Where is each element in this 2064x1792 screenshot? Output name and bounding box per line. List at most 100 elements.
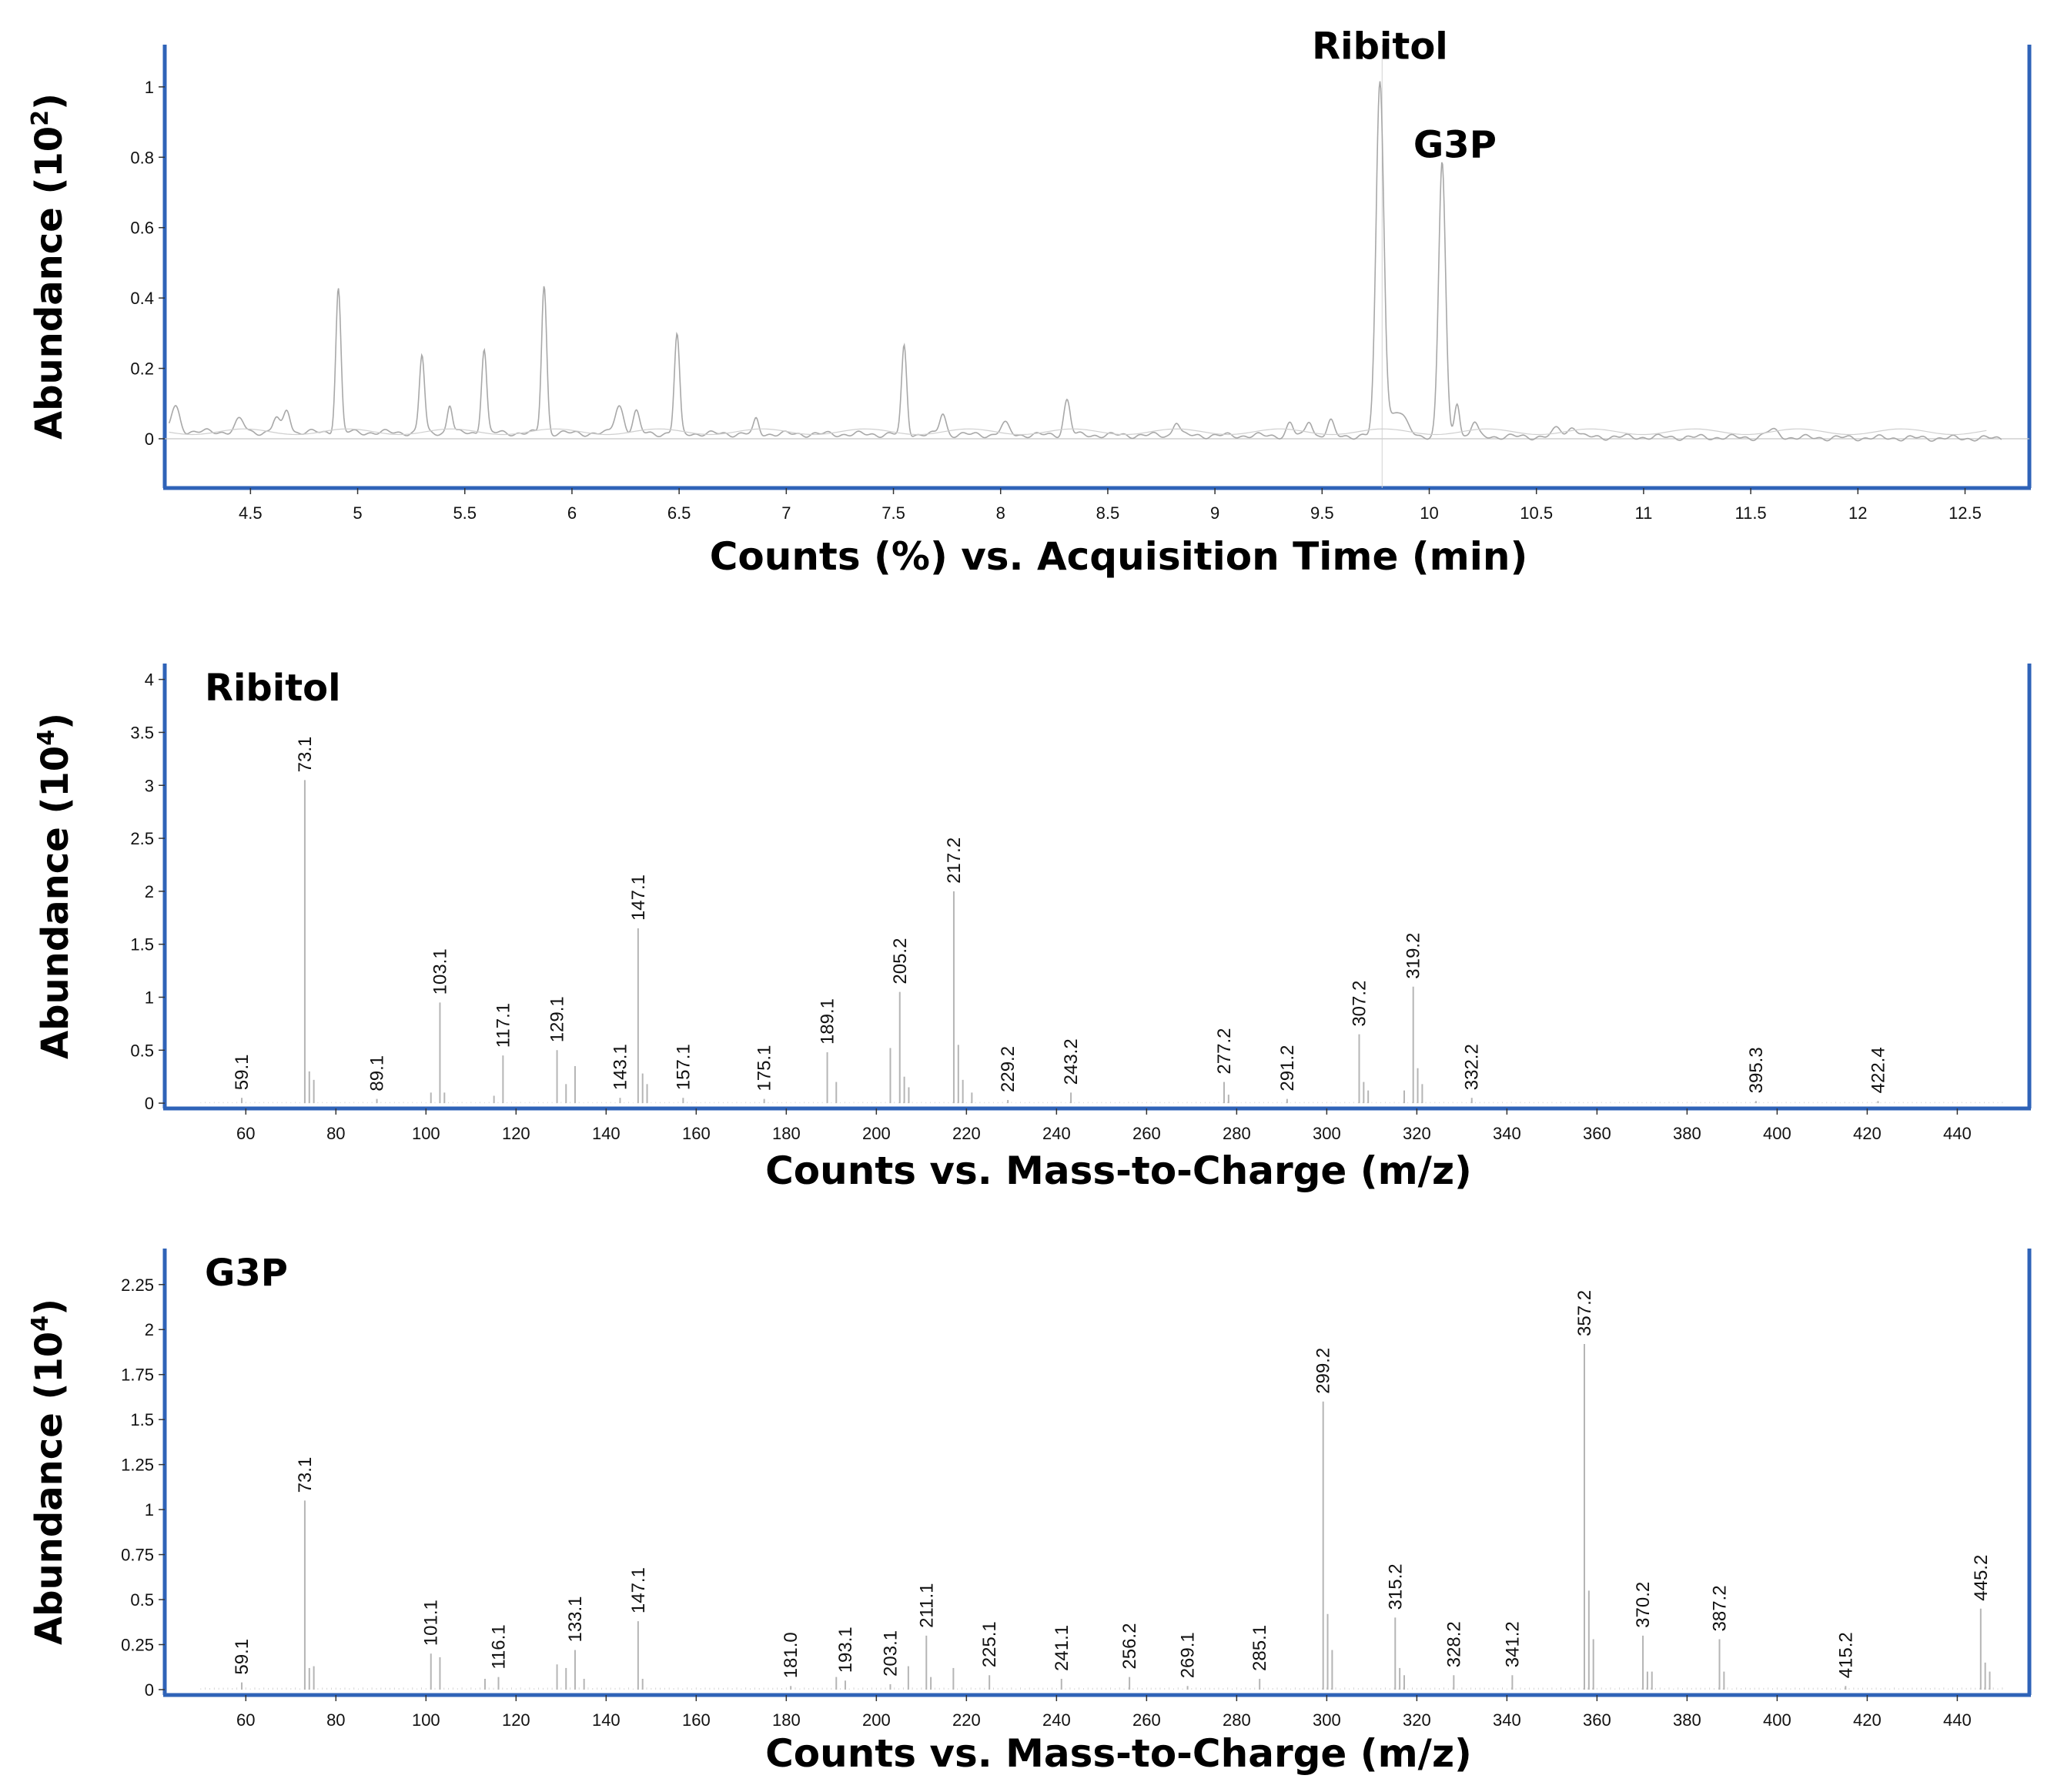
- x-tick-label: 320: [1403, 1710, 1431, 1730]
- peak-label: 193.1: [835, 1627, 856, 1673]
- y-tick-label: 0.5: [130, 1590, 154, 1610]
- panel-title: Ribitol: [205, 667, 341, 710]
- x-axis-title: Counts (%) vs. Acquisition Time (min): [710, 534, 1528, 579]
- peak-label: 129.1: [547, 996, 568, 1042]
- y-axis-title: Abundance (102): [27, 93, 71, 440]
- peak-label: 117.1: [493, 1003, 513, 1048]
- y-axis-title-main: Abundance (10: [34, 746, 77, 1059]
- peak-label: 395.3: [1746, 1047, 1767, 1093]
- y-tick-label: 0: [145, 430, 154, 449]
- x-tick-label: 240: [1042, 1124, 1071, 1143]
- x-tick-label: 60: [236, 1710, 255, 1730]
- y-axis-title-close: ): [28, 1299, 71, 1316]
- peak-label: 147.1: [628, 874, 649, 921]
- peak-label: 89.1: [367, 1055, 388, 1092]
- x-tick-label: 180: [772, 1710, 801, 1730]
- x-tick-label: 360: [1583, 1710, 1611, 1730]
- x-tick-label: 180: [772, 1124, 801, 1143]
- x-tick-label: 7.5: [881, 503, 905, 523]
- y-axis-title-main: Abundance (10: [28, 126, 71, 440]
- y-tick-label: 2.25: [121, 1275, 154, 1295]
- y-tick-label: 0.75: [121, 1546, 154, 1565]
- x-tick-label: 6: [567, 503, 577, 523]
- peak-label: 357.2: [1574, 1290, 1595, 1336]
- y-tick-label: 2: [145, 1320, 154, 1339]
- x-tick-label: 4.5: [239, 503, 263, 523]
- x-tick-label: 220: [952, 1124, 981, 1143]
- chromatogram-baseline-trace: [169, 428, 1987, 436]
- peak-label: 241.1: [1052, 1625, 1072, 1671]
- y-tick-label: 1.5: [130, 935, 154, 955]
- y-tick-label: 0.25: [121, 1636, 154, 1655]
- x-tick-label: 9: [1210, 503, 1219, 523]
- chromatogram-trace: [168, 81, 2002, 442]
- x-tick-label: 120: [502, 1124, 530, 1143]
- peak-label: 299.2: [1313, 1348, 1334, 1394]
- peak-label: 181.0: [781, 1632, 801, 1678]
- peak-label: 225.1: [979, 1621, 1000, 1667]
- x-tick-label: 380: [1673, 1710, 1701, 1730]
- x-tick-label: 380: [1673, 1124, 1701, 1143]
- y-tick-label: 3.5: [130, 723, 154, 742]
- x-tick-label: 12: [1848, 503, 1867, 523]
- x-tick-label: 220: [952, 1710, 981, 1730]
- peak-label: 103.1: [430, 948, 450, 995]
- y-tick-label: 0: [145, 1680, 154, 1700]
- x-tick-label: 420: [1853, 1124, 1882, 1143]
- y-axis-title: Abundance (104): [33, 713, 77, 1059]
- x-tick-label: 240: [1042, 1710, 1071, 1730]
- x-tick-label: 120: [502, 1710, 530, 1730]
- y-tick-label: 1: [145, 78, 154, 97]
- x-tick-label: 440: [1943, 1710, 1972, 1730]
- peak-label: 203.1: [880, 1630, 901, 1677]
- x-tick-label: 160: [682, 1124, 711, 1143]
- peak-label: 157.1: [673, 1044, 694, 1090]
- peak-label: 285.1: [1249, 1625, 1270, 1671]
- y-tick-label: 0.5: [130, 1041, 154, 1060]
- peak-label: 328.2: [1443, 1621, 1464, 1667]
- x-tick-label: 280: [1223, 1710, 1251, 1730]
- peak-label: 243.2: [1061, 1038, 1082, 1085]
- x-tick-label: 280: [1223, 1124, 1251, 1143]
- panel-ribitol-spectrum: 60 80 100 120 140 160 180 200 220 240 260 280 300 320…: [33, 664, 2032, 1193]
- x-tick-label: 100: [412, 1710, 440, 1730]
- y-tick-label: 2: [145, 882, 154, 901]
- x-tick-label: 340: [1493, 1124, 1521, 1143]
- peak-label: 387.2: [1710, 1585, 1731, 1631]
- y-axis-title-exponent: 2: [27, 110, 54, 126]
- x-tick-label: 360: [1583, 1124, 1611, 1143]
- y-tick-label: 0.4: [130, 289, 154, 308]
- x-tick-label: 6.5: [667, 503, 691, 523]
- peak-label: 307.2: [1349, 981, 1370, 1027]
- peak-label: 332.2: [1462, 1044, 1483, 1090]
- peak-label: 147.1: [628, 1567, 649, 1613]
- x-tick-label: 8: [996, 503, 1005, 523]
- y-tick-label: 0.6: [130, 219, 154, 238]
- y-tick-label: 1.75: [121, 1366, 154, 1385]
- peak-label: 229.2: [998, 1046, 1019, 1092]
- y-tick-label: 1.5: [130, 1410, 154, 1429]
- peak-annotation: G3P: [1413, 123, 1497, 166]
- x-tick-label: 160: [682, 1710, 711, 1730]
- peak-label: 211.1: [916, 1583, 937, 1628]
- peak-annotation: Ribitol: [1312, 25, 1448, 68]
- y-tick-label: 0: [145, 1094, 154, 1113]
- y-tick-label: 1.25: [121, 1456, 154, 1475]
- peak-label: 205.2: [890, 938, 911, 985]
- x-tick-label: 80: [326, 1124, 345, 1143]
- x-tick-label: 200: [862, 1124, 891, 1143]
- peak-label: 341.2: [1502, 1621, 1523, 1667]
- x-tick-label: 440: [1943, 1124, 1972, 1143]
- peak-label: 59.1: [232, 1639, 253, 1675]
- peak-label: 116.1: [489, 1624, 510, 1669]
- y-axis-title-exponent: 4: [27, 1316, 54, 1332]
- peak-label: 319.2: [1403, 933, 1424, 979]
- x-tick-label: 11.5: [1734, 503, 1766, 523]
- x-tick-label: 260: [1132, 1124, 1161, 1143]
- y-axis-title-close: ): [34, 713, 77, 730]
- x-tick-label: 100: [412, 1124, 440, 1143]
- peak-label: 133.1: [565, 1596, 586, 1642]
- x-axis-title: Counts vs. Mass-to-Charge (m/z): [765, 1148, 1472, 1193]
- x-tick-label: 260: [1132, 1710, 1161, 1730]
- x-tick-label: 340: [1493, 1710, 1521, 1730]
